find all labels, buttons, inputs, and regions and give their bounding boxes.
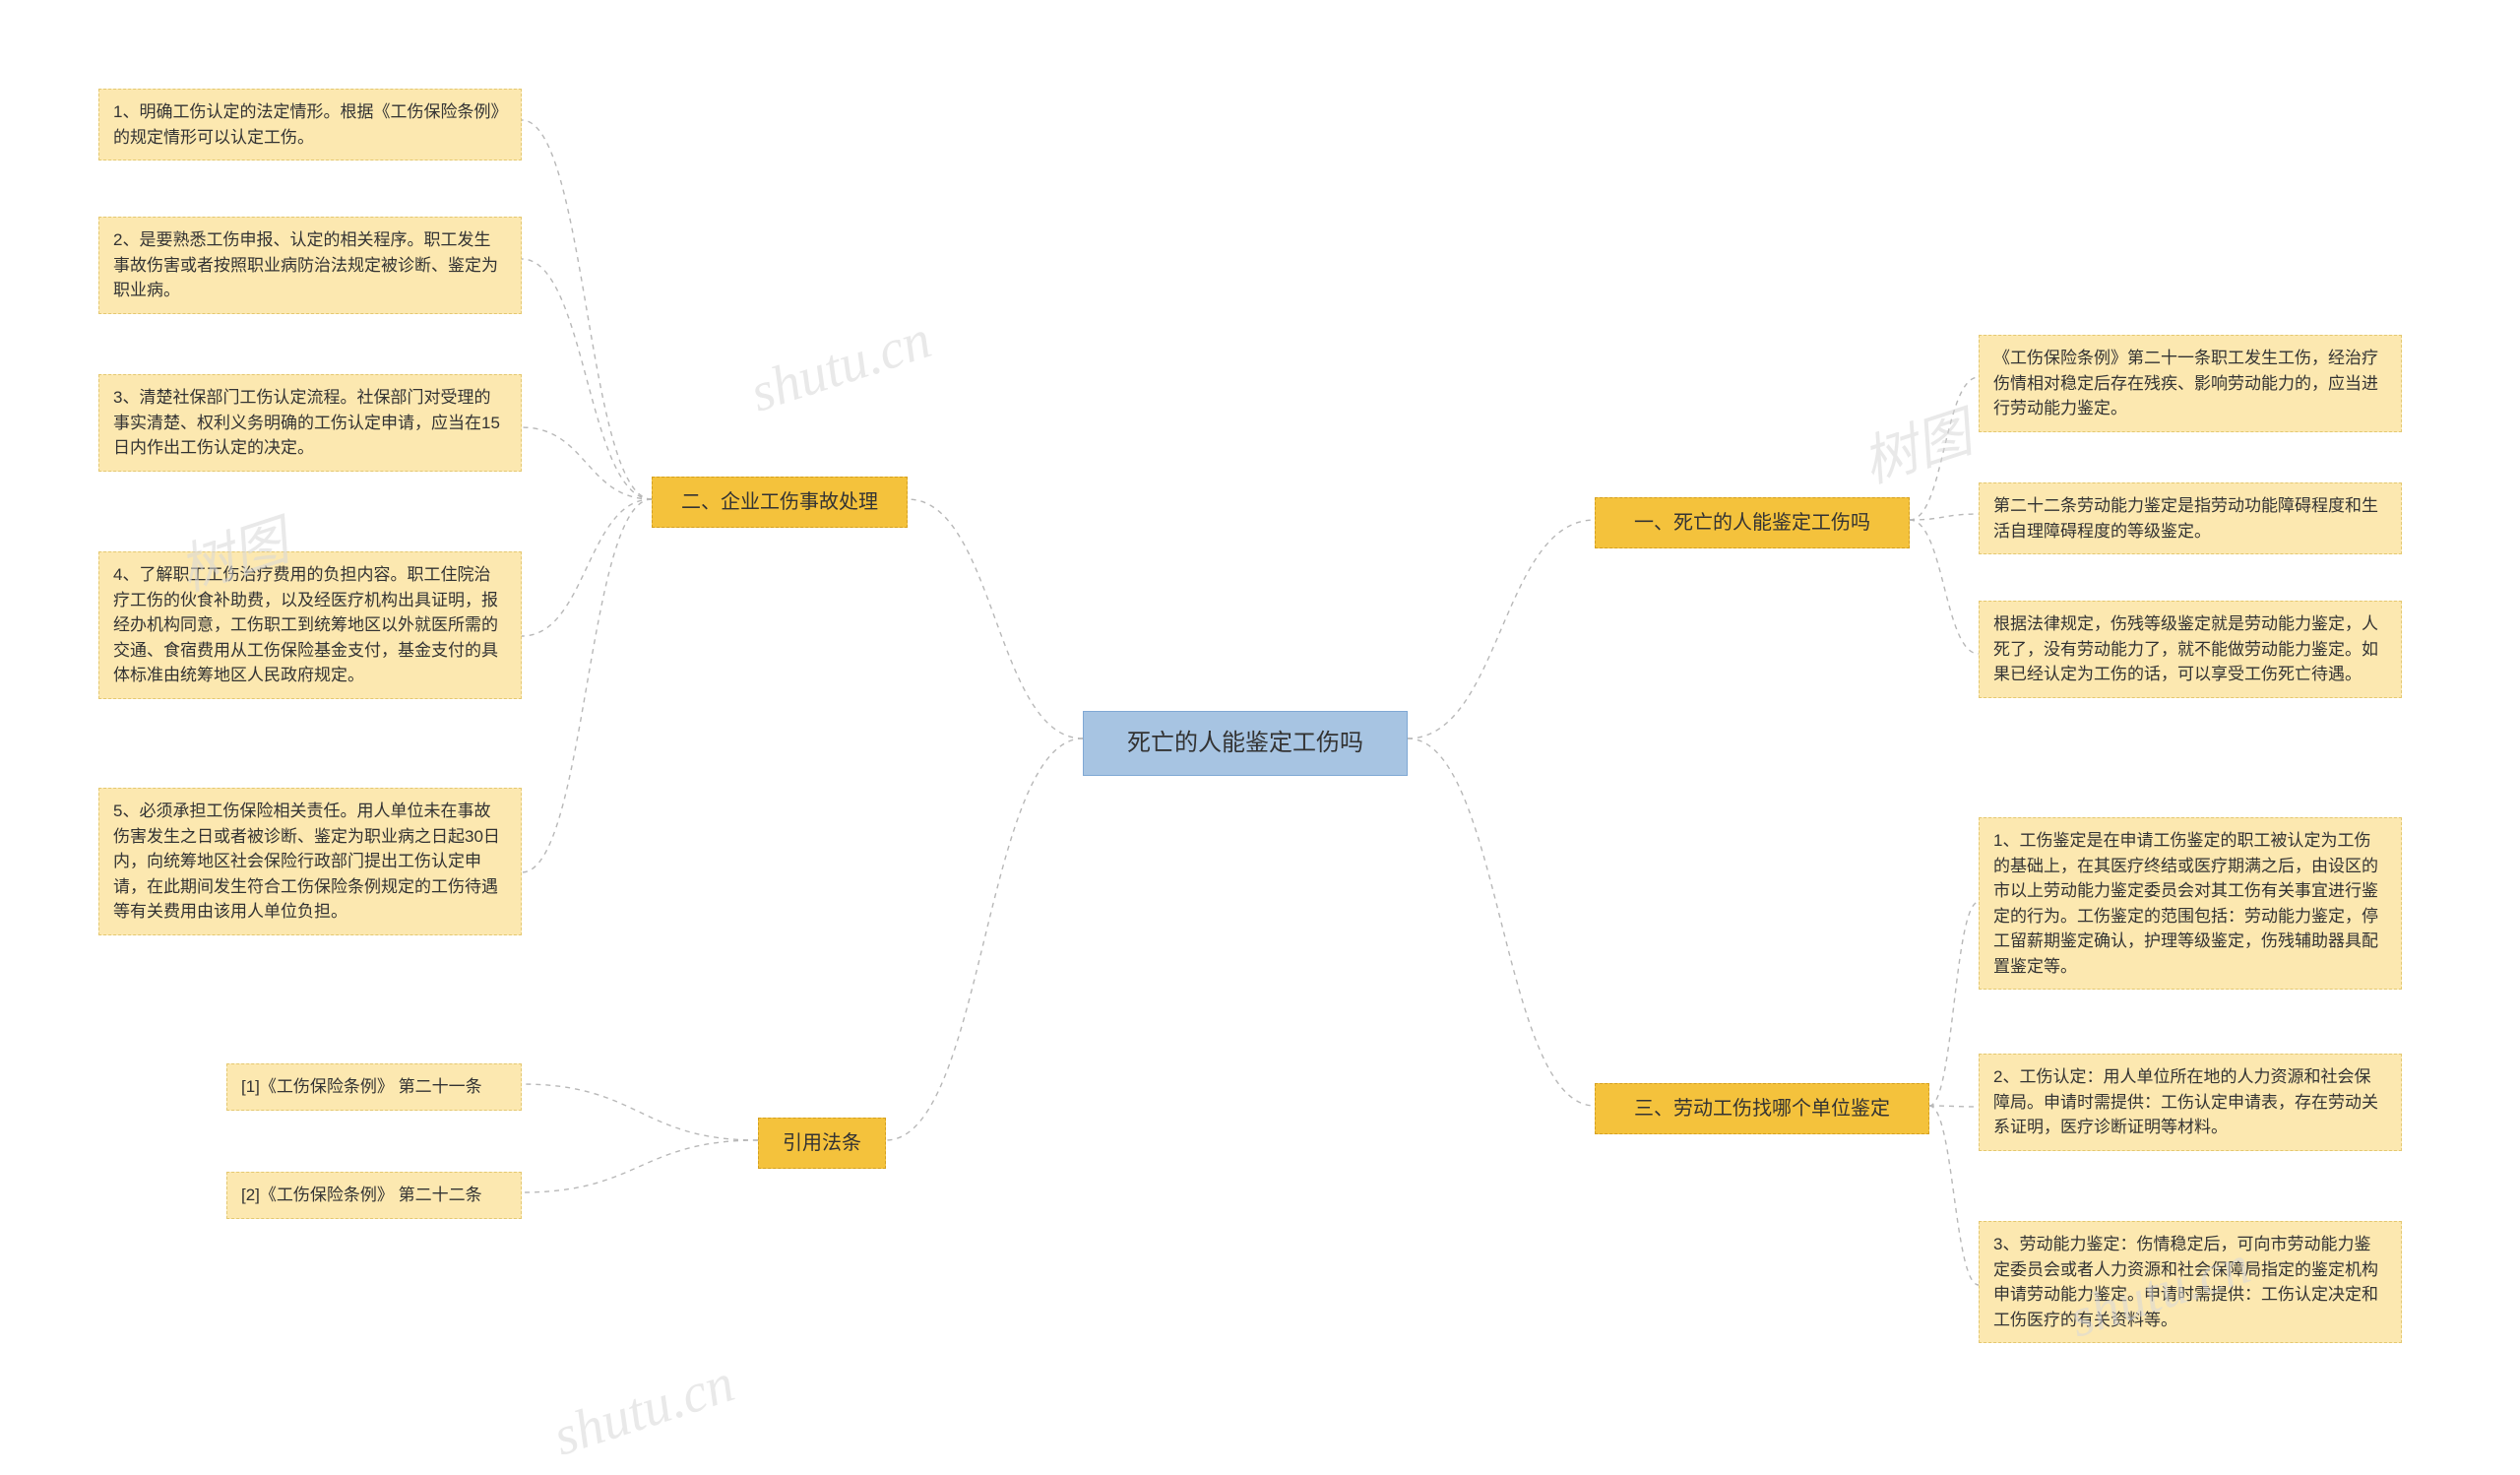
root-label: 死亡的人能鉴定工伤吗 [1127,730,1363,756]
leaf-node: 4、了解职工工伤治疗费用的负担内容。职工住院治疗工伤的伙食补助费，以及经医疗机构… [98,551,522,699]
leaf-text: 3、清楚社保部门工伤认定流程。社保部门对受理的事实清楚、权利义务明确的工伤认定申… [113,388,500,457]
watermark: 树图 [1851,389,1981,499]
leaf-node: 2、工伤认定：用人单位所在地的人力资源和社会保障局。申请时需提供：工伤认定申请表… [1979,1054,2402,1151]
leaf-node: 1、明确工伤认定的法定情形。根据《工伤保险条例》的规定情形可以认定工伤。 [98,89,522,160]
leaf-text: 根据法律规定，伤残等级鉴定就是劳动能力鉴定，人死了，没有劳动能力了，就不能做劳动… [1993,614,2378,683]
leaf-node: [2]《工伤保险条例》 第二十二条 [226,1172,522,1219]
branch-label: 引用法条 [783,1132,861,1154]
leaf-node: 根据法律规定，伤残等级鉴定就是劳动能力鉴定，人死了，没有劳动能力了，就不能做劳动… [1979,601,2402,698]
branch-label: 三、劳动工伤找哪个单位鉴定 [1634,1098,1890,1120]
leaf-text: 2、是要熟悉工伤申报、认定的相关程序。职工发生事故伤害或者按照职业病防治法规定被… [113,230,498,299]
leaf-text: 2、工伤认定：用人单位所在地的人力资源和社会保障局。申请时需提供：工伤认定申请表… [1993,1067,2378,1136]
leaf-text: 1、工伤鉴定是在申请工伤鉴定的职工被认定为工伤的基础上，在其医疗终结或医疗期满之… [1993,831,2378,976]
mindmap-root: 死亡的人能鉴定工伤吗 [1083,711,1408,776]
leaf-node: [1]《工伤保险条例》 第二十一条 [226,1063,522,1111]
leaf-text: [2]《工伤保险条例》 第二十二条 [241,1186,482,1204]
leaf-text: 1、明确工伤认定的法定情形。根据《工伤保险条例》的规定情形可以认定工伤。 [113,102,499,147]
leaf-node: 《工伤保险条例》第二十一条职工发生工伤，经治疗伤情相对稳定后存在残疾、影响劳动能… [1979,335,2402,432]
branch-node: 引用法条 [758,1118,886,1169]
branch-label: 一、死亡的人能鉴定工伤吗 [1634,512,1870,534]
watermark: shutu.cn [743,307,939,424]
branch-node: 三、劳动工伤找哪个单位鉴定 [1595,1083,1929,1134]
leaf-node: 3、劳动能力鉴定：伤情稳定后，可向市劳动能力鉴定委员会或者人力资源和社会保障局指… [1979,1221,2402,1343]
leaf-text: 《工伤保险条例》第二十一条职工发生工伤，经治疗伤情相对稳定后存在残疾、影响劳动能… [1993,349,2378,417]
leaf-text: [1]《工伤保险条例》 第二十一条 [241,1077,482,1096]
branch-node: 二、企业工伤事故处理 [652,477,908,528]
leaf-node: 3、清楚社保部门工伤认定流程。社保部门对受理的事实清楚、权利义务明确的工伤认定申… [98,374,522,472]
leaf-text: 第二十二条劳动能力鉴定是指劳动功能障碍程度和生活自理障碍程度的等级鉴定。 [1993,496,2378,541]
leaf-node: 第二十二条劳动能力鉴定是指劳动功能障碍程度和生活自理障碍程度的等级鉴定。 [1979,482,2402,554]
leaf-text: 4、了解职工工伤治疗费用的负担内容。职工住院治疗工伤的伙食补助费，以及经医疗机构… [113,565,498,684]
branch-node: 一、死亡的人能鉴定工伤吗 [1595,497,1910,548]
leaf-node: 1、工伤鉴定是在申请工伤鉴定的职工被认定为工伤的基础上，在其医疗终结或医疗期满之… [1979,817,2402,990]
leaf-text: 3、劳动能力鉴定：伤情稳定后，可向市劳动能力鉴定委员会或者人力资源和社会保障局指… [1993,1235,2378,1329]
leaf-node: 5、必须承担工伤保险相关责任。用人单位未在事故伤害发生之日或者被诊断、鉴定为职业… [98,788,522,935]
watermark: shutu.cn [546,1351,742,1468]
leaf-text: 5、必须承担工伤保险相关责任。用人单位未在事故伤害发生之日或者被诊断、鉴定为职业… [113,802,500,921]
leaf-node: 2、是要熟悉工伤申报、认定的相关程序。职工发生事故伤害或者按照职业病防治法规定被… [98,217,522,314]
branch-label: 二、企业工伤事故处理 [681,491,878,513]
